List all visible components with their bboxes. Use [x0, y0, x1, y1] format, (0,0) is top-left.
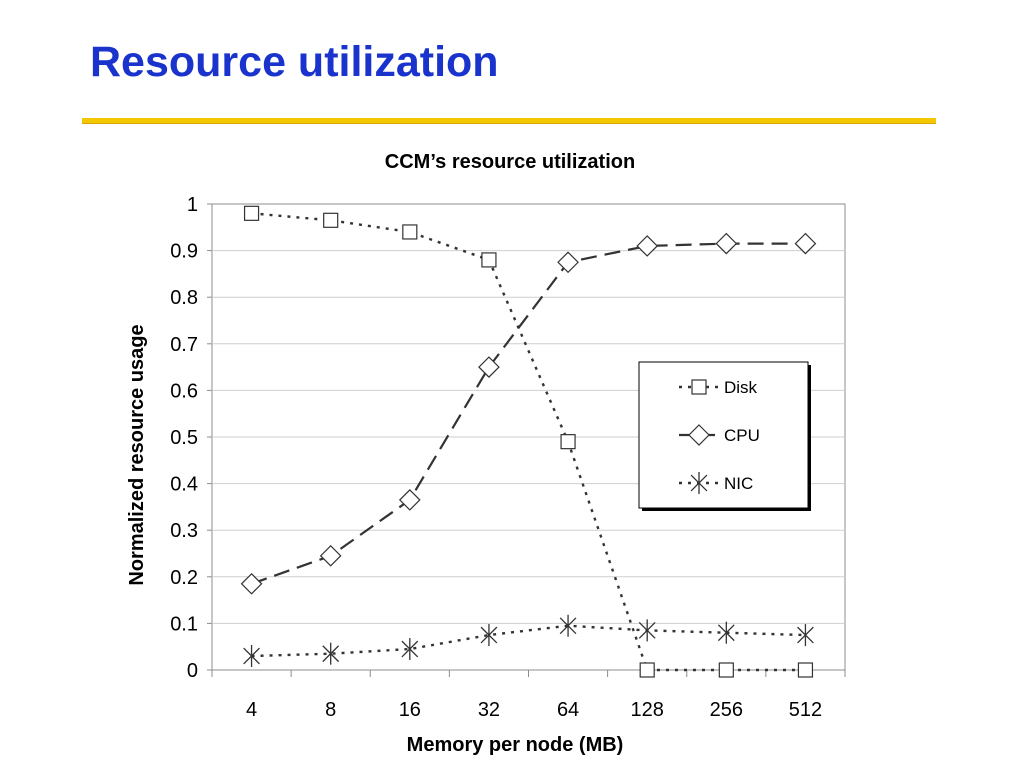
nic-point [559, 614, 577, 637]
y-tick-label: 0 [187, 660, 198, 682]
y-tick-label: 0.7 [170, 334, 198, 356]
disk-point [797, 662, 814, 678]
x-tick-label: 8 [325, 699, 336, 721]
nic-point [243, 645, 260, 668]
cpu-point [319, 544, 342, 567]
y-axis: 0 0.1 0.2 0.3 0.4 0.5 0.6 0.7 0.8 0.9 1 [170, 194, 212, 682]
disk-point [481, 252, 497, 268]
nic-point [717, 621, 735, 644]
disk-point [402, 224, 418, 240]
legend-marker-nic [690, 472, 708, 494]
legend-label-disk: Disk [724, 378, 758, 397]
legend-marker-cpu [688, 424, 710, 446]
slide-title: Resource utilization [90, 38, 499, 86]
cpu-point [478, 356, 500, 378]
x-tick-label: 16 [399, 699, 421, 721]
nic-point [797, 624, 814, 647]
nic-point [480, 624, 498, 647]
x-tick-label: 64 [557, 699, 579, 721]
nic-point [401, 638, 419, 661]
disk-point [560, 434, 576, 450]
x-tick-label: 128 [631, 699, 664, 721]
y-tick-label: 0.2 [170, 567, 198, 589]
nic-line [251, 624, 806, 658]
x-tick-label: 32 [478, 699, 500, 721]
y-axis-label: Normalized resource usage [126, 324, 148, 585]
x-tick-label: 256 [710, 699, 743, 721]
x-tick-label: 4 [246, 699, 257, 721]
y-tick-label: 1 [187, 194, 198, 216]
cpu-point [794, 232, 817, 255]
nic-point [322, 642, 340, 665]
y-tick-label: 0.4 [170, 474, 198, 496]
y-tick-label: 0.9 [170, 241, 198, 263]
y-tick-label: 0.3 [170, 520, 198, 542]
legend-marker-disk [691, 379, 707, 395]
title-divider [82, 118, 936, 124]
cpu-point [715, 232, 738, 255]
nic-point [638, 619, 656, 642]
y-tick-label: 0.5 [170, 427, 198, 449]
cpu-point [240, 572, 263, 595]
chart-title: CCM’s resource utilization [385, 151, 635, 173]
cpu-point [557, 251, 579, 274]
x-axis-label: Memory per node (MB) [407, 734, 624, 756]
y-tick-label: 0.1 [170, 613, 198, 635]
y-tick-label: 0.8 [170, 287, 198, 309]
x-axis: 4 8 16 32 64 128 256 512 [211, 670, 846, 721]
y-tick-label: 0.6 [170, 380, 198, 402]
legend: Disk CPU NIC [638, 361, 811, 511]
disk-line [251, 212, 806, 672]
cpu-line [251, 242, 806, 585]
disk-point [243, 205, 260, 221]
cpu-point [636, 235, 659, 257]
disk-point [718, 662, 734, 678]
disk-point [639, 662, 655, 678]
cpu-point [398, 489, 421, 511]
series-lines [240, 205, 817, 678]
legend-label-nic: NIC [724, 474, 753, 493]
x-tick-label: 512 [789, 699, 822, 721]
legend-box [638, 361, 809, 509]
legend-label-cpu: CPU [724, 426, 760, 445]
disk-point [323, 212, 339, 228]
